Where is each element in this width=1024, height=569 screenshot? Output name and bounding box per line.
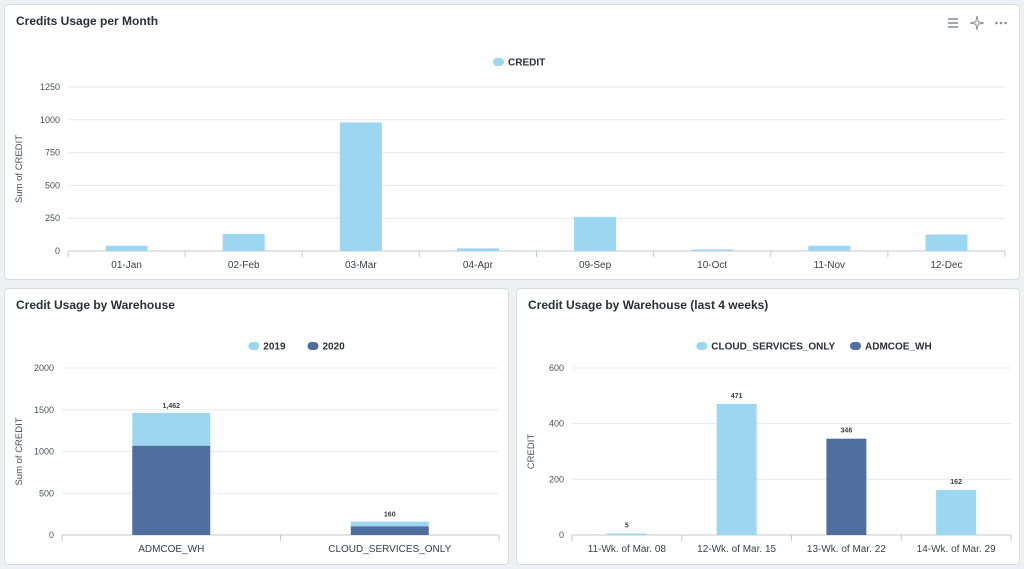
x-tick-label: 13-Wk. of Mar. 22 [807, 544, 886, 555]
bar [808, 245, 851, 251]
legend-label: CLOUD_SERVICES_ONLY [711, 342, 835, 353]
y-tick-label: 250 [45, 213, 60, 223]
credit-by-warehouse-panel: Credit Usage by Warehouse 0 500 1000 1500 20… [4, 288, 509, 565]
credits-per-month-panel: Credits Usage per Month 0 250 500 750 1000 12… [4, 4, 1020, 280]
x-tick-label: 14-Wk. of Mar. 29 [917, 544, 996, 555]
data-label: 346 [841, 428, 853, 435]
bar [339, 122, 382, 251]
data-label: 471 [731, 393, 743, 400]
data-label: 1,462 [162, 403, 180, 410]
bar [606, 533, 647, 535]
y-tick-label: 0 [559, 530, 564, 540]
sparkle-icon[interactable] [969, 15, 985, 31]
y-axis-title: CREDIT [526, 434, 537, 470]
x-tick-label: 04-Apr [463, 260, 494, 271]
panel-title: Credit Usage by Warehouse [16, 298, 175, 312]
bar [222, 233, 265, 251]
legend-swatch [850, 342, 861, 350]
bar [350, 521, 429, 527]
y-tick-label: 1250 [40, 82, 60, 92]
y-tick-label: 1000 [34, 447, 54, 457]
credit-by-warehouse-chart: 0 500 1000 1500 2000 Sum of CREDIT ADMCOE_WH CL… [14, 342, 500, 555]
legend-label: CREDIT [508, 58, 545, 69]
y-axis-title: Sum of CREDIT [14, 417, 25, 485]
x-tick-label: 01-Jan [111, 260, 142, 271]
more-icon[interactable] [993, 15, 1009, 31]
y-tick-label: 750 [45, 148, 60, 158]
legend-swatch [696, 342, 708, 350]
credit-by-warehouse-4weeks-chart: 0 200 400 600 CREDIT 11-Wk. of Mar. 08 12-Wk. … [526, 342, 1012, 555]
y-tick-label: 200 [549, 474, 564, 484]
x-tick-label: CLOUD_SERVICES_ONLY [328, 544, 451, 555]
y-tick-label: 0 [55, 246, 60, 256]
legend-label: 2019 [263, 342, 286, 353]
bar [826, 438, 867, 535]
y-axis-title: Sum of CREDIT [14, 135, 25, 203]
y-tick-label: 500 [45, 180, 60, 190]
x-tick-label: 09-Sep [579, 260, 612, 271]
data-label: 5 [625, 523, 629, 530]
y-tick-label: 2000 [34, 363, 54, 373]
legend-swatch [493, 58, 504, 66]
x-tick-label: 12-Wk. of Mar. 15 [697, 544, 776, 555]
bar [925, 234, 968, 251]
x-tick-label: 11-Nov [814, 260, 846, 271]
bar [691, 249, 734, 251]
y-tick-label: 1500 [34, 405, 54, 415]
y-tick-label: 600 [549, 363, 564, 373]
panel-toolbar [945, 15, 1009, 31]
y-tick-label: 400 [549, 419, 564, 429]
bar [574, 216, 617, 251]
menu-icon[interactable] [945, 15, 961, 31]
y-tick-label: 1000 [40, 115, 60, 125]
bar [456, 248, 499, 251]
bar [350, 526, 429, 535]
credit-by-warehouse-4weeks-panel: Credit Usage by Warehouse (last 4 weeks)… [516, 288, 1020, 565]
y-tick-label: 500 [39, 488, 54, 498]
x-tick-label: 02-Feb [228, 260, 260, 271]
legend-label: ADMCOE_WH [865, 342, 932, 353]
panel-title: Credits Usage per Month [16, 14, 159, 28]
x-tick-label: 11-Wk. of Mar. 08 [588, 544, 667, 555]
credits-per-month-chart: 0 250 500 750 1000 1250 Sum of CREDIT 01-Jan 02-… [14, 58, 1006, 271]
legend-swatch [248, 342, 260, 350]
bar [132, 445, 211, 535]
bar [716, 403, 757, 535]
x-tick-label: ADMCOE_WH [138, 544, 204, 555]
panel-title: Credit Usage by Warehouse (last 4 weeks) [528, 298, 769, 312]
data-label: 162 [950, 479, 962, 486]
bar [936, 489, 977, 535]
data-label: 160 [384, 512, 396, 519]
legend-label: 2020 [323, 342, 346, 353]
bar [105, 245, 148, 251]
y-tick-label: 0 [49, 530, 54, 540]
x-tick-label: 12-Dec [930, 260, 962, 271]
x-tick-label: 03-Mar [345, 260, 377, 271]
legend-swatch [307, 342, 319, 350]
x-tick-label: 10-Oct [697, 260, 727, 271]
bar [132, 412, 211, 446]
